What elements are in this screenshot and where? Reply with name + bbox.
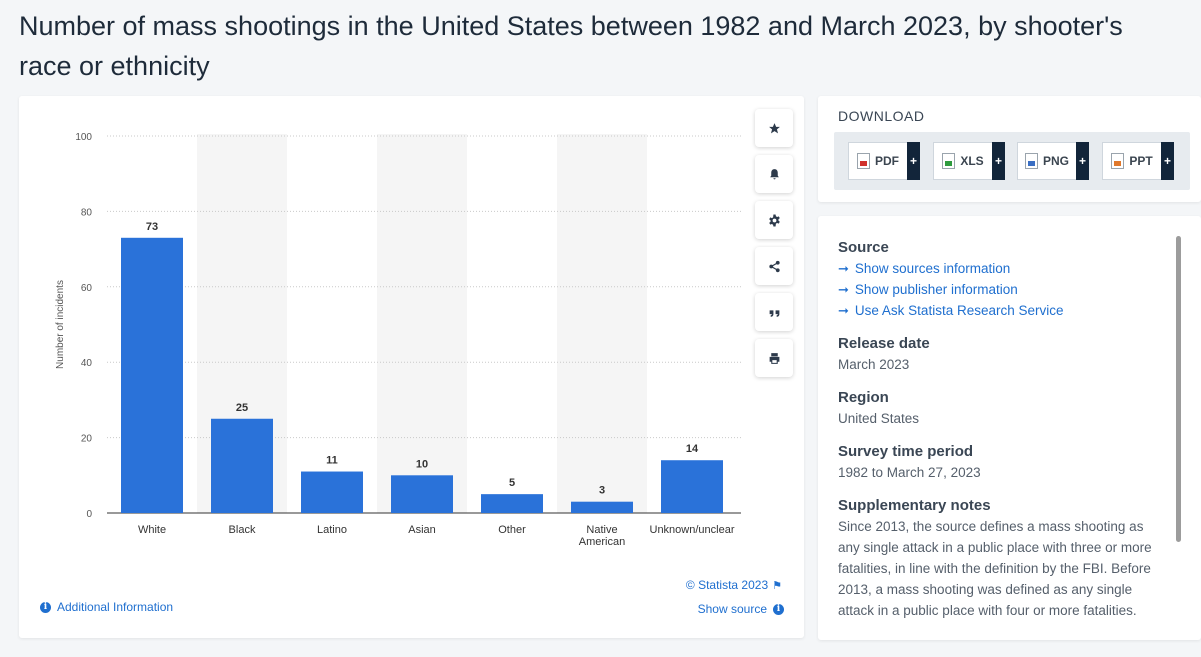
download-xls-label: XLS [960, 154, 984, 168]
background-band [377, 134, 467, 513]
show-publisher-link[interactable]: ➞ Show publisher information [838, 279, 1168, 300]
notification-button[interactable] [755, 155, 793, 193]
region-value: United States [838, 411, 920, 426]
info-icon: i [773, 603, 784, 615]
show-sources-label: Show sources information [854, 261, 1011, 276]
xls-file-icon [942, 153, 956, 169]
download-ppt-button[interactable]: PPT + [1102, 142, 1174, 180]
bar [301, 471, 363, 513]
bar [121, 237, 183, 514]
download-xls-button[interactable]: XLS + [933, 142, 1005, 180]
y-tick-label: 40 [81, 358, 93, 369]
x-tick-label: Native American [579, 524, 625, 548]
png-file-icon [1024, 153, 1038, 169]
data-label: 25 [236, 402, 248, 414]
star-icon [768, 122, 780, 133]
supplementary-notes-value: Since 2013, the source defines a mass sh… [838, 519, 1152, 618]
bar-chart: 0 20 40 60 80 100 Number of incidents 73 25 11 10 5… [55, 132, 741, 548]
printer-icon [769, 352, 779, 364]
plus-icon: + [1076, 142, 1089, 180]
plus-icon: + [992, 142, 1005, 180]
show-source-label: Show source [697, 602, 767, 616]
download-title: DOWNLOAD [838, 108, 925, 124]
download-pdf-label: PDF [875, 154, 899, 168]
bar [211, 418, 273, 513]
bar [481, 494, 543, 513]
copyright[interactable]: © Statista 2023 ⚑ [686, 578, 782, 592]
data-label: 5 [509, 477, 515, 489]
download-ppt-label: PPT [1129, 154, 1153, 168]
x-tick-label: Black [229, 524, 256, 536]
release-date-title: Release date [838, 335, 930, 352]
background-band [557, 134, 647, 513]
y-tick-label: 100 [75, 132, 92, 143]
pdf-file-icon [857, 153, 870, 169]
share-icon [768, 260, 780, 272]
additional-information-label: Additional Information [57, 600, 174, 614]
x-tick-label: Other [498, 524, 526, 536]
info-panel: Source ➞ Show sources information ➞ Show p… [818, 216, 1201, 640]
scrollbar[interactable] [1176, 236, 1181, 542]
plus-icon: + [907, 142, 920, 180]
y-tick-label: 0 [86, 509, 92, 520]
copyright-text: © Statista 2023 [685, 578, 769, 592]
data-label: 73 [146, 221, 158, 233]
download-png-button[interactable]: PNG + [1017, 142, 1089, 180]
bar [391, 475, 453, 513]
ppt-file-icon [1111, 153, 1125, 169]
x-tick-label: White [138, 524, 166, 536]
region-title: Region [838, 389, 889, 406]
favorite-button[interactable] [755, 109, 793, 147]
chart-card: 0 20 40 60 80 100 Number of incidents 73 25 11 10 5… [19, 96, 804, 638]
y-tick-label: 80 [81, 207, 93, 218]
source-title: Source [838, 239, 889, 256]
data-label: 3 [599, 485, 605, 497]
bar [571, 501, 633, 513]
info-icon: i [40, 601, 51, 613]
bell-icon [769, 168, 779, 179]
additional-information-link[interactable]: i Additional Information [40, 600, 173, 614]
download-bar: PDF + XLS + PNG + PPT + [834, 132, 1190, 190]
share-button[interactable] [755, 247, 793, 285]
data-label: 11 [326, 455, 338, 467]
settings-button[interactable] [755, 201, 793, 239]
download-panel: DOWNLOAD PDF + XLS + PNG + [818, 96, 1201, 202]
flag-icon: ⚑ [772, 579, 782, 592]
x-tick-label: Latino [317, 524, 347, 536]
supplementary-notes-title: Supplementary notes [838, 497, 991, 514]
download-pdf-button[interactable]: PDF + [848, 142, 920, 180]
quote-icon [769, 309, 779, 317]
page-title: Number of mass shootings in the United S… [19, 11, 1123, 81]
arrow-right-icon: ➞ [838, 282, 849, 297]
cite-button[interactable] [755, 293, 793, 331]
survey-period-title: Survey time period [838, 443, 974, 460]
ask-statista-label: Use Ask Statista Research Service [854, 303, 1064, 318]
plus-icon: + [1161, 142, 1174, 180]
bar [661, 460, 723, 513]
y-axis-label: Number of incidents [55, 280, 66, 369]
data-label: 10 [416, 458, 428, 470]
data-label: 14 [686, 443, 699, 455]
ask-statista-link[interactable]: ➞ Use Ask Statista Research Service [838, 300, 1168, 321]
show-sources-link[interactable]: ➞ Show sources information [838, 258, 1168, 279]
survey-period-value: 1982 to March 27, 2023 [838, 465, 981, 480]
print-button[interactable] [755, 339, 793, 377]
arrow-right-icon: ➞ [838, 303, 849, 318]
show-source-link[interactable]: Show source i [698, 602, 784, 616]
show-publisher-label: Show publisher information [854, 282, 1018, 297]
x-tick-label: Unknown/unclear [650, 524, 735, 536]
arrow-right-icon: ➞ [838, 261, 849, 276]
info-scroll-area[interactable]: Source ➞ Show sources information ➞ Show p… [838, 238, 1168, 620]
release-date-value: March 2023 [838, 357, 910, 372]
download-png-label: PNG [1042, 154, 1069, 168]
x-tick-label: Asian [408, 524, 436, 536]
gear-icon [768, 214, 780, 226]
y-tick-label: 20 [81, 434, 93, 445]
y-tick-label: 60 [81, 283, 93, 294]
